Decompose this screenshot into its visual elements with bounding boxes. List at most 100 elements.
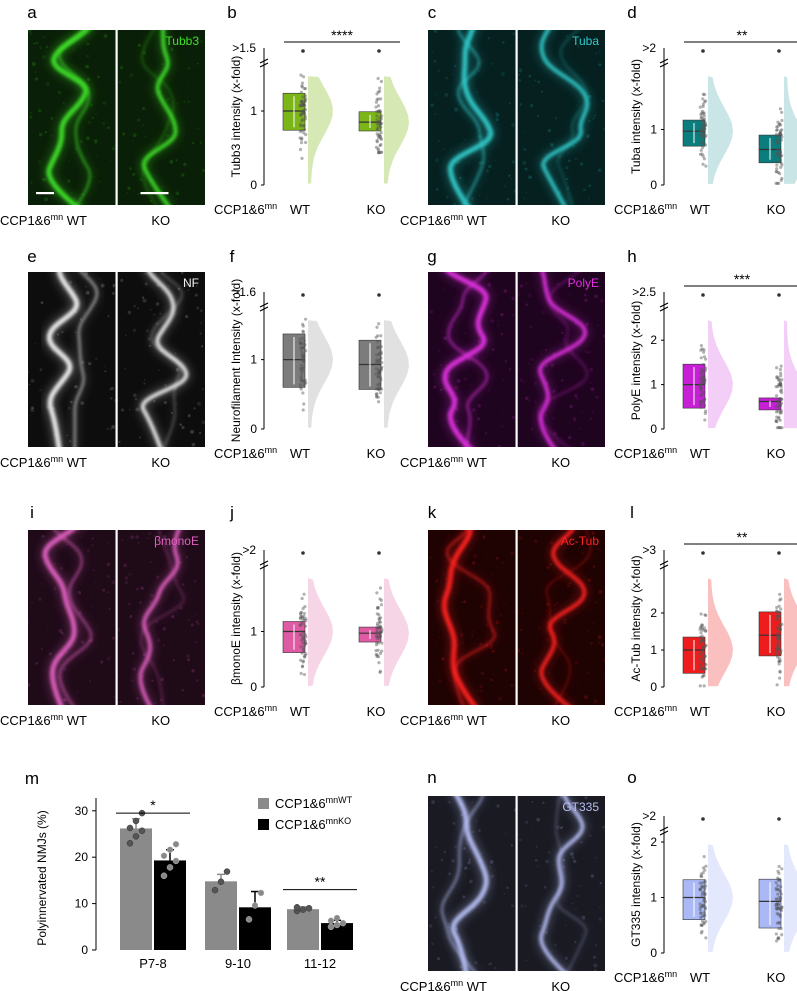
- data-point: [377, 352, 381, 357]
- data-point: [780, 128, 784, 132]
- data-point: [302, 614, 306, 618]
- data-point: [775, 128, 779, 132]
- data-point: [375, 353, 379, 357]
- caption-ko: KO: [551, 455, 570, 470]
- data-point: [298, 623, 302, 628]
- data-point: [778, 670, 782, 674]
- legend-swatch: [258, 798, 269, 809]
- caption-genotype: CCP1&6mn WT: [0, 712, 87, 728]
- y-tick-label: 2: [650, 835, 657, 849]
- data-point: [300, 102, 305, 106]
- data-point: [702, 638, 706, 642]
- data-point: [379, 387, 384, 391]
- boxplot-panel-d: >2 0 1 Tuba intensity (x-fold) WT KO ** CCP1&6m…: [614, 27, 797, 217]
- data-point: [339, 919, 347, 927]
- data-point: [299, 341, 303, 345]
- data-point: [698, 684, 702, 688]
- data-point: [300, 629, 304, 634]
- x-axis-caption: CCP1&6mn: [214, 201, 277, 217]
- data-point: [775, 426, 779, 430]
- data-point: [779, 129, 783, 133]
- violin-ko: [784, 320, 797, 429]
- data-point: [775, 637, 780, 641]
- data-point: [780, 135, 784, 139]
- significance-stars: **: [737, 27, 748, 43]
- data-point: [303, 639, 308, 643]
- data-point: [300, 641, 305, 645]
- data-point: [778, 150, 783, 154]
- data-point: [378, 143, 382, 148]
- data-point: [299, 111, 303, 116]
- data-point: [327, 917, 335, 925]
- y-tick-label: 0: [650, 422, 657, 436]
- data-point: [379, 630, 383, 635]
- data-point: [375, 394, 379, 398]
- data-point: [375, 110, 379, 114]
- data-point: [778, 624, 782, 628]
- data-point: [776, 906, 780, 910]
- data-point: [302, 631, 306, 636]
- data-point: [776, 139, 781, 143]
- data-point: [702, 112, 706, 116]
- data-point: [778, 669, 782, 673]
- data-point: [775, 375, 779, 379]
- data-point: [377, 370, 381, 374]
- data-point: [378, 669, 383, 673]
- data-point: [776, 635, 781, 639]
- data-point: [702, 130, 706, 134]
- y-tick-label: 1: [250, 353, 257, 367]
- data-point: [776, 912, 781, 916]
- data-point: [299, 124, 303, 128]
- data-point: [703, 135, 707, 139]
- data-point: [379, 356, 383, 360]
- data-point: [698, 627, 702, 632]
- data-point: [376, 334, 380, 338]
- data-point: [303, 653, 307, 657]
- data-point: [374, 105, 378, 109]
- axon-stain: [140, 530, 185, 705]
- data-point: [778, 132, 782, 136]
- data-point: [299, 141, 304, 145]
- data-point: [775, 163, 779, 167]
- caption-ko: KO: [551, 979, 570, 991]
- data-point: [774, 394, 779, 398]
- data-point: [699, 911, 703, 915]
- data-point: [699, 631, 703, 635]
- data-point: [777, 426, 782, 430]
- data-point: [778, 906, 782, 911]
- data-point: [304, 97, 308, 101]
- data-point: [223, 868, 231, 875]
- data-point: [303, 641, 307, 645]
- data-point: [375, 325, 379, 329]
- data-point: [702, 131, 706, 136]
- data-point: [700, 374, 705, 378]
- y-axis-label: Ac-Tub intensity (x-fold): [629, 555, 643, 681]
- data-point: [301, 103, 305, 107]
- data-point: [377, 371, 381, 375]
- data-point: [777, 383, 781, 387]
- data-point: [301, 324, 305, 328]
- data-point: [774, 939, 779, 943]
- data-point: [301, 607, 305, 611]
- data-point: [778, 898, 782, 902]
- data-point: [379, 334, 383, 338]
- data-point: [380, 365, 384, 369]
- data-point: [704, 613, 708, 617]
- data-point: [777, 647, 781, 651]
- data-point: [376, 400, 381, 404]
- data-point: [302, 592, 306, 596]
- data-point: [378, 651, 383, 655]
- data-point: [703, 879, 707, 883]
- data-point: [700, 126, 704, 130]
- data-point: [377, 122, 381, 126]
- category-label: 9-10: [225, 956, 251, 971]
- data-point: [703, 892, 707, 897]
- data-point: [377, 388, 381, 392]
- data-point: [775, 646, 780, 651]
- data-point: [379, 143, 383, 147]
- data-point: [703, 403, 707, 408]
- data-point: [700, 111, 704, 115]
- data-point: [778, 155, 782, 159]
- data-point: [698, 134, 703, 138]
- stain-label: Tubb3: [165, 34, 199, 48]
